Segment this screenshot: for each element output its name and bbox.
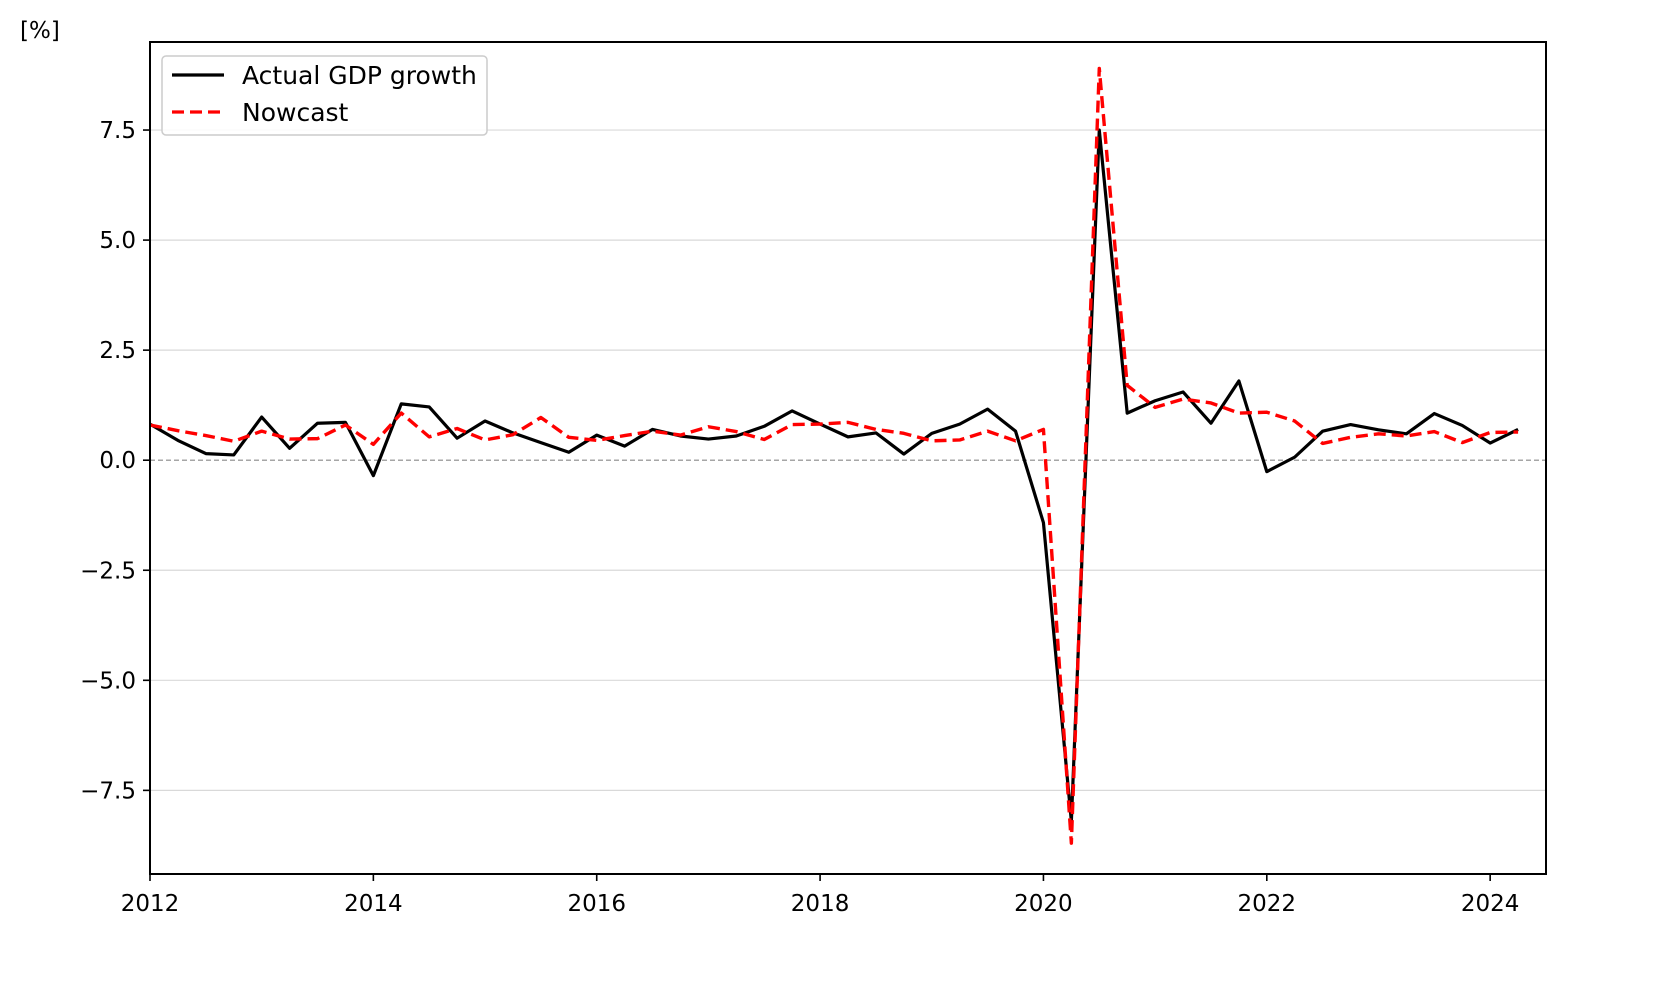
x-tick-label: 2014: [344, 891, 403, 917]
series-group: [149, 66, 1519, 845]
series-line-nowcast: [149, 66, 1519, 845]
y-axis-unit-label: [%]: [20, 18, 60, 44]
legend-label-actual: Actual GDP growth: [242, 61, 477, 90]
y-tick-label: 0.0: [99, 448, 136, 474]
x-tick-label: 2016: [567, 891, 626, 917]
x-tick-label: 2020: [1014, 891, 1073, 917]
y-tick-label: −5.0: [80, 668, 136, 694]
y-axis: 7.5 5.0 2.5 0.0 −2.5 −5.0 −7.5: [80, 118, 150, 804]
plot-frame: [149, 41, 1547, 875]
y-tick-label: 5.0: [99, 228, 136, 254]
x-tick-label: 2012: [121, 891, 180, 917]
x-tick-label: 2018: [791, 891, 850, 917]
legend-box: [161, 55, 488, 136]
x-tick-label: 2024: [1461, 891, 1520, 917]
legend-label-nowcast: Nowcast: [242, 98, 349, 127]
y-tick-label: 7.5: [99, 118, 136, 144]
y-tick-label: 2.5: [99, 338, 136, 364]
y-tick-label: −2.5: [80, 558, 136, 584]
x-tick-label: 2022: [1238, 891, 1297, 917]
series-line-actual-gdp: [149, 128, 1519, 823]
legend: Actual GDP growth Nowcast: [161, 55, 488, 136]
grid-lines: [150, 129, 1546, 791]
x-axis: 2012 2014 2016 2018 2020 2022 2024: [121, 874, 1520, 917]
y-tick-label: −7.5: [80, 778, 136, 804]
